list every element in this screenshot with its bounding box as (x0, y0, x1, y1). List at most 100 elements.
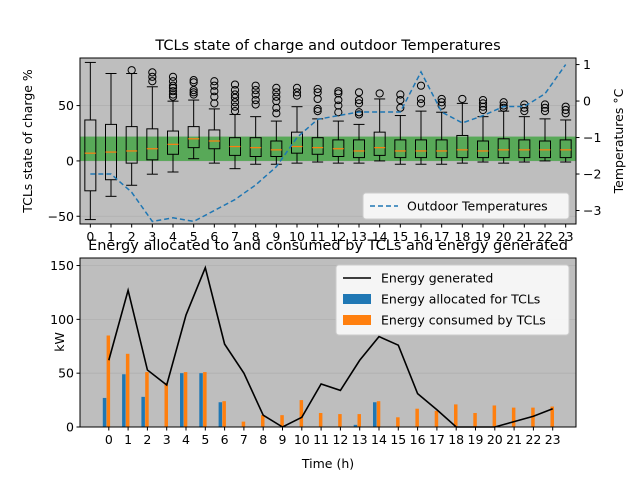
outlier-point (478, 95, 488, 105)
boxplot-11 (311, 84, 324, 163)
outlier-point (478, 102, 488, 111)
outlier-point (458, 94, 467, 104)
box-iqr (477, 140, 489, 159)
consumed-bar-5 (203, 372, 207, 427)
outlier-point (561, 102, 570, 111)
box-iqr (187, 126, 200, 149)
top-plot-frame (79, 57, 577, 225)
legend-consumed-label: Energy consumed by TCLs (381, 313, 546, 328)
bottom-x-tick-label: 4 (182, 432, 190, 447)
bottom-x-tick-label: 7 (240, 432, 248, 447)
top-x-tick-label: 19 (475, 229, 491, 244)
outlier-point (334, 108, 343, 117)
top-x-tick-label: 22 (537, 229, 553, 244)
outlier-point (499, 101, 508, 110)
bottom-x-tick-label: 14 (371, 432, 387, 447)
bottom-x-tick-label: 15 (390, 432, 406, 447)
bottom-y-axis-label: kW (52, 332, 67, 352)
box-iqr (559, 139, 572, 159)
allocated-bar-0 (102, 397, 107, 427)
consumed-bar-15 (396, 417, 400, 427)
boxplot-14 (373, 89, 386, 162)
outlier-point (148, 72, 157, 81)
top-x-tick-label: 10 (289, 229, 305, 244)
consumed-bar-23 (550, 406, 554, 427)
outlier-point (272, 103, 281, 112)
outlier-point (396, 90, 405, 99)
outlier-point (437, 98, 446, 107)
bottom-x-tick-label: 23 (545, 432, 561, 447)
outlier-point (168, 83, 178, 92)
outlier-point (168, 72, 178, 81)
bottom-x-tick-label: 10 (294, 432, 310, 447)
top-y-tick-label: −50 (48, 209, 74, 224)
outlier-point (313, 107, 322, 116)
boxplot-13 (353, 88, 365, 164)
box-iqr (146, 128, 159, 161)
boxplot-22 (539, 100, 551, 162)
box-iqr (415, 139, 427, 159)
bottom-x-tick-label: 6 (221, 432, 229, 447)
box-iqr (373, 131, 386, 156)
allocated-bar-14 (373, 402, 377, 427)
top-y2-tick-label: 0 (583, 94, 591, 109)
consumed-bar-0 (106, 335, 111, 427)
legend-allocated-swatch (343, 294, 371, 304)
top-y2-tick-label: −1 (583, 130, 601, 145)
outlier-point (354, 99, 364, 108)
consumed-bar-14 (376, 401, 381, 427)
outlier-point (189, 78, 198, 87)
boxplot-1 (105, 72, 117, 197)
outlier-point (499, 103, 508, 112)
boxplot-10 (291, 83, 303, 164)
boxplot-8 (249, 81, 262, 165)
top-x-tick-label: 15 (392, 229, 408, 244)
box-iqr (208, 129, 221, 150)
consumed-bar-18 (454, 404, 458, 427)
bottom-x-ticks: 0 1 2 3 4 5 6 7 8 9 10 11 12 13 14 15 16 17 18 19 20 21 22 23 (105, 427, 561, 447)
boxplot-3 (146, 68, 159, 175)
outlier-point (210, 87, 219, 96)
outlier-point (189, 88, 198, 97)
outlier-point (210, 92, 219, 101)
outlier-point (478, 105, 488, 115)
box-iqr (311, 137, 324, 155)
outlier-point (520, 107, 529, 116)
outlier-point (189, 85, 198, 95)
top-y-tick-label: 0 (66, 153, 74, 168)
top-x-tick-label: 4 (169, 229, 177, 244)
outlier-point (354, 88, 364, 97)
outlier-point (272, 83, 281, 92)
bottom-x-tick-label: 13 (352, 432, 368, 447)
box-iqr (270, 140, 283, 157)
boxplot-16 (415, 81, 427, 165)
boxplot-7 (229, 80, 241, 170)
outlier-point (148, 68, 157, 77)
top-x-tick-label: 14 (372, 229, 388, 244)
boxplot-15 (394, 90, 407, 165)
outlier-point (416, 94, 426, 104)
top-x-tick-label: 7 (231, 229, 239, 244)
outlier-point (230, 98, 240, 107)
outlier-point (251, 85, 260, 95)
bottom-legend: Energy generated Energy allocated for TC… (335, 264, 570, 336)
outlier-point (210, 77, 219, 86)
boxplot-12 (332, 87, 345, 164)
outlier-point (230, 107, 240, 116)
box-iqr (353, 139, 365, 159)
boxplot-6 (208, 77, 221, 164)
top-y2-tick-label: 1 (583, 57, 591, 72)
top-y2-axis-label: Temperatures °C (611, 88, 626, 194)
top-x-tick-label: 9 (272, 229, 280, 244)
outlier-point (210, 99, 219, 108)
top-y-ticks: −50 0 50 (48, 98, 80, 224)
outlier-point (416, 99, 426, 108)
consumed-bar-7 (241, 421, 246, 427)
outlier-point (230, 85, 240, 95)
boxplot-17 (435, 94, 448, 165)
outlier-point (334, 95, 343, 105)
outlier-point (334, 89, 343, 98)
outlier-point (168, 77, 178, 86)
top-x-tick-label: 11 (310, 229, 326, 244)
outlier-point (272, 97, 281, 106)
